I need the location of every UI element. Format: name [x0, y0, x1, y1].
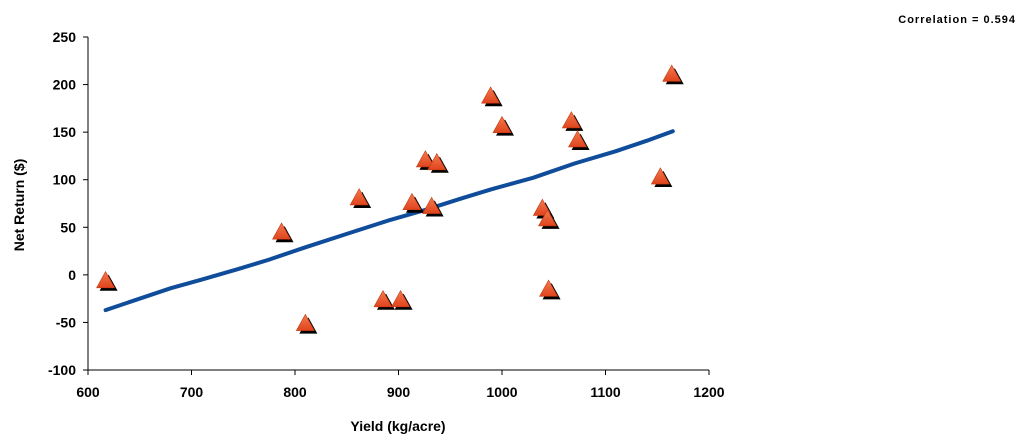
data-point: [391, 289, 413, 310]
point-marker: [568, 130, 588, 148]
point-marker: [662, 64, 682, 82]
data-point: [492, 115, 514, 136]
point-marker: [295, 313, 315, 331]
point-marker: [492, 115, 512, 133]
x-tick-label: 1100: [590, 384, 621, 400]
data-point: [481, 86, 503, 107]
tick-labels: -100 -50 0 50 100 150 200 250 600 700 800 900 1000 11…: [48, 29, 725, 400]
data-point: [427, 152, 449, 173]
data-point: [349, 188, 372, 208]
data-points: [96, 64, 684, 334]
y-tick-label: 200: [53, 77, 77, 93]
data-point: [662, 64, 684, 85]
point-marker: [415, 150, 435, 168]
data-point: [568, 130, 590, 150]
data-point: [295, 313, 318, 334]
point-marker: [349, 188, 369, 206]
x-tick-label: 700: [180, 384, 204, 400]
y-tick-label: -100: [48, 362, 76, 378]
point-marker: [427, 152, 447, 171]
point-marker: [539, 279, 559, 297]
point-marker: [402, 192, 422, 211]
data-point: [539, 279, 561, 300]
x-tick-label: 800: [283, 384, 307, 400]
y-tick-label: -50: [56, 314, 76, 330]
y-tick-label: 0: [68, 267, 76, 283]
axes: [83, 36, 710, 375]
data-point: [402, 192, 424, 213]
trendline: [103, 129, 675, 313]
point-marker: [373, 289, 393, 308]
y-axis-title: Net Return ($): [11, 159, 27, 252]
data-point: [96, 270, 118, 291]
y-tick-label: 50: [60, 219, 76, 235]
point-marker: [96, 270, 116, 289]
point-marker: [538, 209, 558, 227]
data-point: [561, 111, 584, 131]
x-axis-title: Yield (kg/acre): [350, 418, 445, 434]
data-point: [373, 289, 395, 310]
point-marker: [481, 86, 501, 104]
y-tick-label: 250: [53, 29, 77, 45]
data-point: [650, 167, 673, 188]
x-tick-label: 1200: [693, 384, 724, 400]
point-marker: [272, 222, 292, 240]
data-point: [272, 222, 294, 243]
point-marker: [391, 289, 411, 308]
point-marker: [561, 111, 581, 129]
y-tick-label: 150: [53, 124, 77, 140]
point-marker: [650, 167, 670, 185]
trendline-group: [103, 129, 675, 313]
data-point: [538, 209, 560, 229]
point-marker: [422, 196, 442, 214]
y-tick-label: 100: [53, 172, 77, 188]
x-tick-label: 900: [387, 384, 411, 400]
data-point: [422, 196, 444, 217]
x-tick-label: 1000: [486, 384, 517, 400]
correlation-annotation: Correlation = 0.594: [898, 14, 1016, 26]
x-tick-label: 600: [76, 384, 100, 400]
